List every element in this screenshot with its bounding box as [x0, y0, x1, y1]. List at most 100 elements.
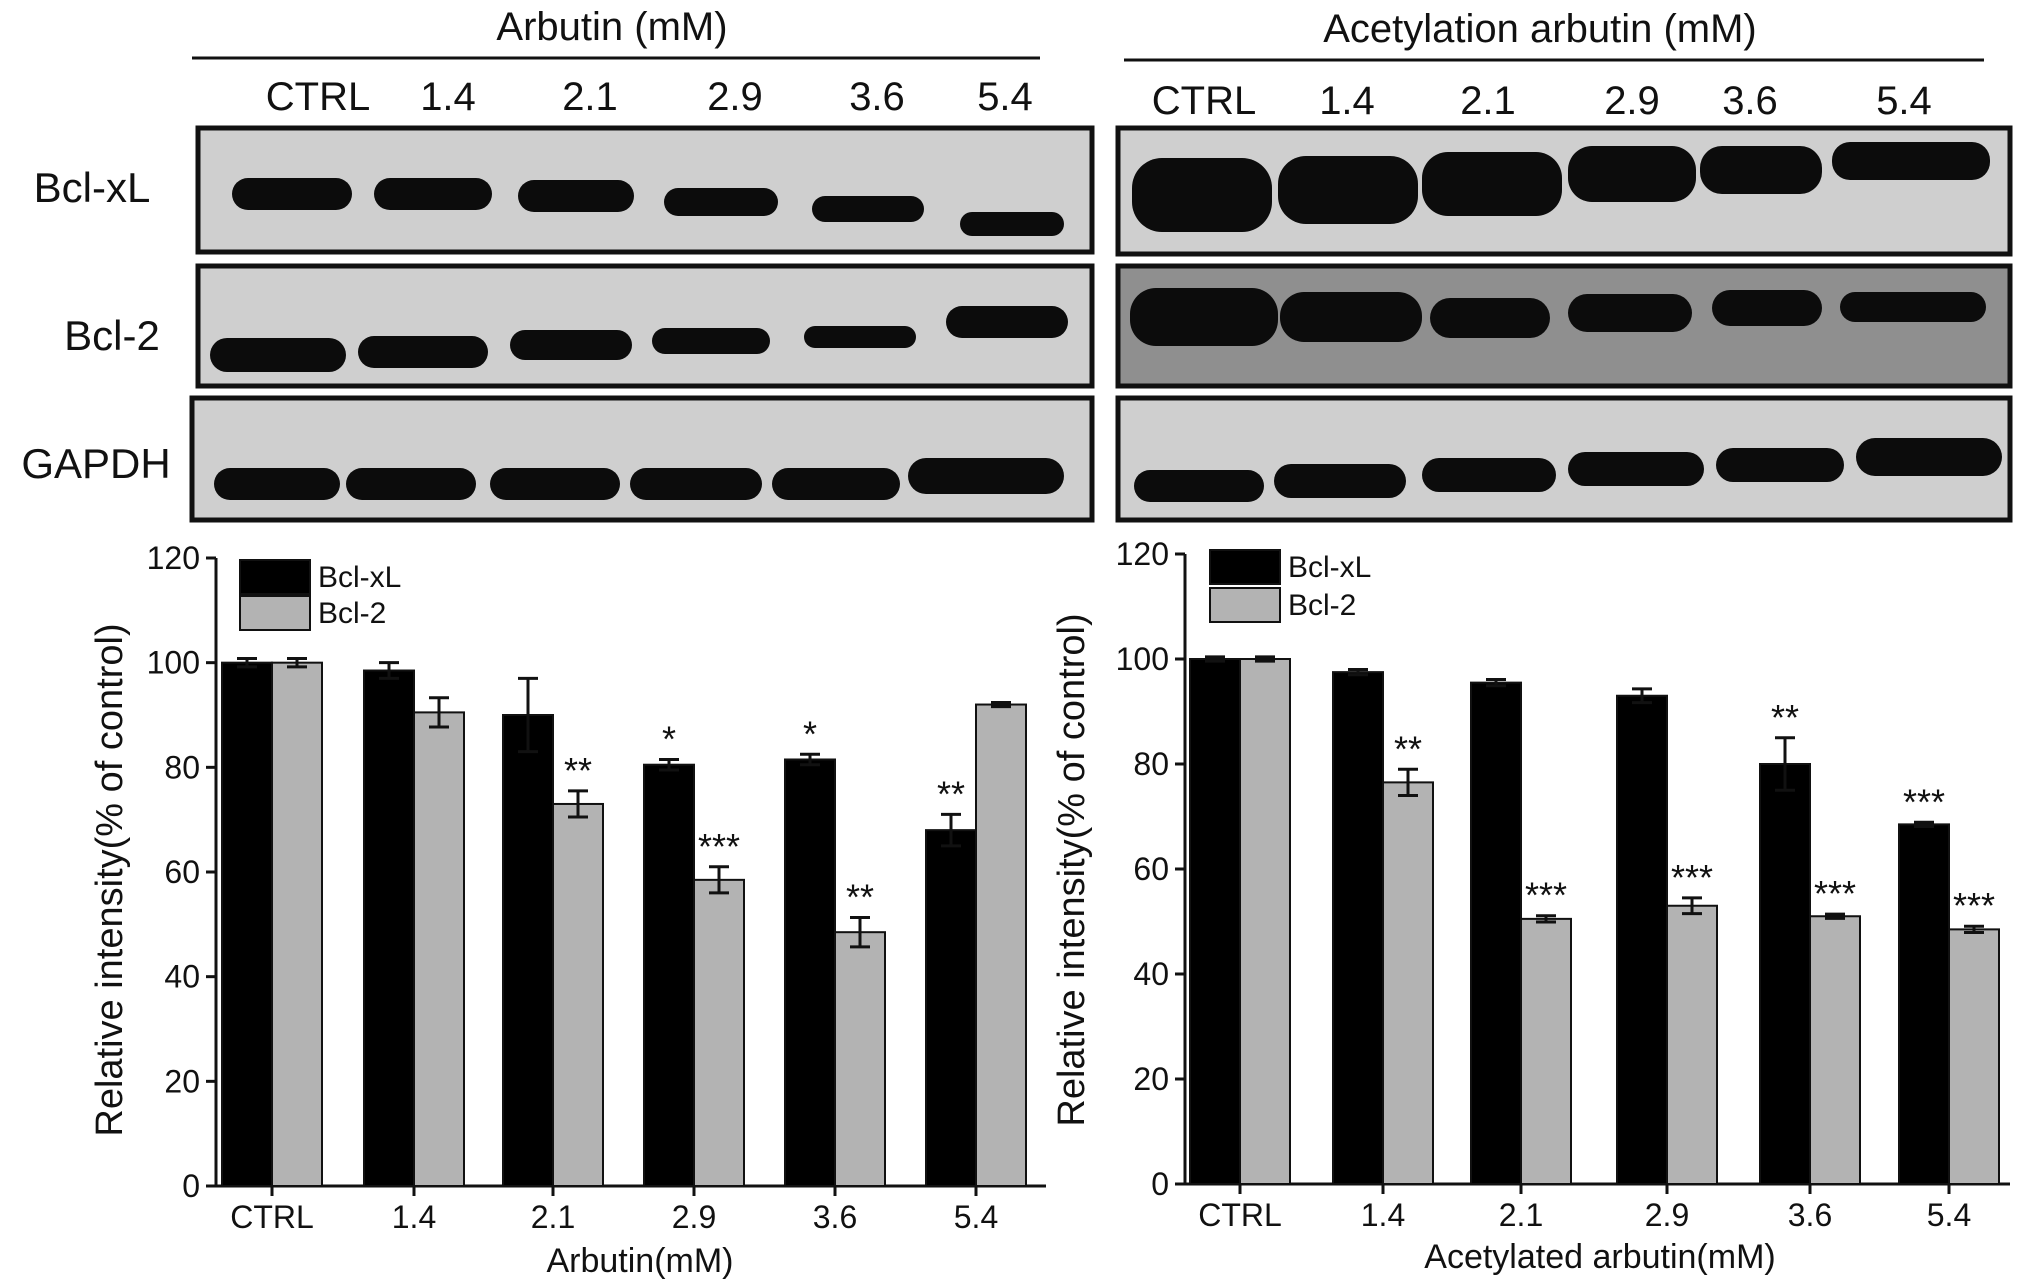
lane-label: 2.1	[1460, 79, 1516, 123]
x-tick-label: 2.9	[672, 1199, 716, 1235]
significance-label: *	[662, 718, 676, 759]
significance-label: *	[803, 713, 817, 754]
lane-label: 5.4	[977, 75, 1033, 119]
lane-label: 5.4	[1876, 79, 1932, 123]
legend-swatch-bcl-xl	[1209, 549, 1281, 585]
significance-label: ***	[1525, 875, 1567, 916]
bar-bcl-2	[413, 711, 465, 1188]
significance-label: ***	[698, 826, 740, 867]
significance-label: **	[846, 877, 874, 918]
x-tick-label: 3.6	[813, 1199, 857, 1235]
lane-label: 2.9	[707, 75, 763, 119]
chart-legend: Bcl-xL Bcl-2	[239, 559, 401, 631]
x-tick-label: 2.9	[1645, 1197, 1689, 1233]
bar-bcl-xl	[221, 661, 273, 1187]
bar-bcl-xl	[1616, 694, 1668, 1185]
bar-bcl-xl	[1759, 763, 1811, 1185]
bar-bcl-xl	[925, 829, 977, 1188]
blot-image-bcl-xl-arbutin	[195, 125, 1095, 255]
significance-label: **	[937, 773, 965, 814]
y-tick-label: 100	[147, 645, 200, 681]
x-tick-label: 5.4	[1927, 1197, 1971, 1233]
bar-bcl-xl	[502, 714, 554, 1187]
significance-label: ***	[1903, 781, 1945, 822]
legend-label-bcl-xl: Bcl-xL	[1288, 551, 1371, 584]
significance-label: ***	[1953, 885, 1995, 926]
significance-label: ***	[1814, 873, 1856, 914]
x-tick-label: 2.1	[1499, 1197, 1543, 1233]
lane-label: 1.4	[420, 75, 476, 119]
bar-bcl-2	[693, 878, 745, 1187]
lane-label: CTRL	[1152, 79, 1256, 123]
y-tick-label: 40	[1133, 956, 1169, 992]
y-tick-label: 80	[1133, 746, 1169, 782]
x-tick-label: 1.4	[1361, 1197, 1405, 1233]
blot-row-labels: Bcl-xL Bcl-2 GAPDH	[21, 164, 170, 487]
legend-label-bcl-xl: Bcl-xL	[318, 561, 401, 594]
y-tick-label: 20	[164, 1063, 200, 1099]
blot-header-arbutin: Arbutin (mM)	[496, 5, 727, 49]
x-axis-title: Arbutin(mM)	[546, 1242, 733, 1280]
bar-bcl-2	[1382, 781, 1434, 1185]
bar-bcl-xl	[784, 758, 836, 1187]
blot-panel-acetylation-arbutin: Acetylation arbutin (mM) CTRL 1.4 2.1 2.…	[1115, 7, 2013, 523]
x-tick-label: CTRL	[230, 1199, 314, 1235]
significance-label: **	[1394, 728, 1422, 769]
y-axis-title: Relative intensity(% of control)	[89, 623, 131, 1136]
blot-lane-labels: CTRL 1.4 2.1 2.9 3.6 5.4	[1152, 79, 1932, 123]
bar-bcl-xl	[1898, 823, 1950, 1185]
y-tick-label: 120	[147, 540, 200, 576]
y-tick-label: 0	[182, 1168, 200, 1204]
row-label-bcl-2: Bcl-2	[64, 312, 160, 359]
y-tick-label: 60	[1133, 851, 1169, 887]
blot-image-bcl-2-arbutin	[195, 263, 1095, 389]
significance-label: **	[564, 750, 592, 791]
x-tick-label: 2.1	[531, 1199, 575, 1235]
lane-label: 2.9	[1604, 79, 1660, 123]
blot-header-acetylation: Acetylation arbutin (mM)	[1323, 7, 1756, 51]
y-axis-title: Relative intensity(% of control)	[1051, 613, 1093, 1126]
blot-image-gapdh-acetylated	[1115, 395, 2013, 523]
bar-bcl-2	[834, 931, 886, 1188]
row-label-bcl-xl: Bcl-xL	[34, 164, 151, 211]
bar-bcl-2	[271, 661, 323, 1187]
blot-image-bcl-xl-acetylated	[1115, 125, 2013, 257]
lane-label: 3.6	[849, 75, 905, 119]
bar-bcl-xl	[363, 669, 415, 1187]
significance-label: ***	[1671, 857, 1713, 898]
legend-swatch-bcl-2	[239, 595, 311, 631]
bar-chart-acetylated-arbutin: Bcl-xL Bcl-2 Acetylated arbutin(mM) Rela…	[1051, 536, 2010, 1276]
lane-label: 1.4	[1319, 79, 1375, 123]
significance-label: **	[1771, 697, 1799, 738]
legend-label-bcl-2: Bcl-2	[318, 597, 386, 630]
bar-bcl-xl	[1470, 681, 1522, 1185]
legend-label-bcl-2: Bcl-2	[1288, 589, 1356, 622]
lane-label: 3.6	[1722, 79, 1778, 123]
legend-swatch-bcl-2	[1209, 587, 1281, 623]
bar-bcl-2	[552, 802, 604, 1187]
bar-bcl-2	[1948, 928, 2000, 1185]
x-tick-label: CTRL	[1198, 1197, 1282, 1233]
x-axis-title: Acetylated arbutin(mM)	[1424, 1238, 1775, 1276]
chart-legend: Bcl-xL Bcl-2	[1209, 549, 1371, 623]
bar-bcl-2	[1520, 917, 1572, 1185]
x-tick-label: 3.6	[1788, 1197, 1832, 1233]
blot-image-gapdh-arbutin	[189, 395, 1095, 523]
bar-bcl-2	[975, 703, 1027, 1187]
legend-swatch-bcl-xl	[239, 559, 311, 595]
bar-bcl-xl	[643, 763, 695, 1187]
y-tick-label: 0	[1151, 1166, 1169, 1202]
bar-bcl-xl	[1189, 658, 1241, 1185]
y-tick-label: 20	[1133, 1061, 1169, 1097]
lane-label: CTRL	[266, 75, 370, 119]
blot-panel-arbutin: Arbutin (mM) CTRL 1.4 2.1 2.9 3.6 5.4 Bc…	[21, 5, 1095, 523]
bar-bcl-2	[1239, 658, 1291, 1185]
y-tick-label: 120	[1116, 536, 1169, 572]
bar-bcl-2	[1809, 915, 1861, 1185]
bar-bcl-xl	[1332, 671, 1384, 1185]
blot-lane-labels: CTRL 1.4 2.1 2.9 3.6 5.4	[266, 75, 1033, 119]
lane-label: 2.1	[562, 75, 618, 119]
row-label-gapdh: GAPDH	[21, 440, 170, 487]
x-tick-label: 5.4	[954, 1199, 998, 1235]
